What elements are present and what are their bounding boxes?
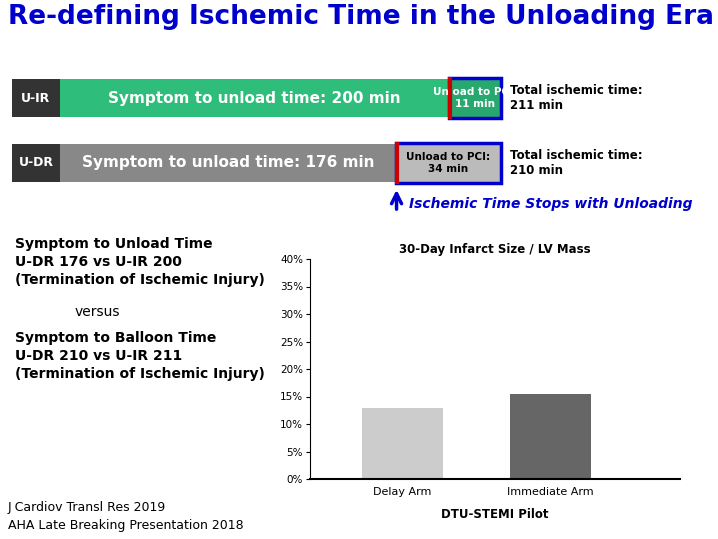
Title: 30-Day Infarct Size / LV Mass: 30-Day Infarct Size / LV Mass bbox=[399, 244, 591, 257]
Bar bbox=[60, 79, 449, 117]
Text: Ischemic Time Stops with Unloading: Ischemic Time Stops with Unloading bbox=[409, 197, 692, 211]
Text: AHA Late Breaking Presentation 2018: AHA Late Breaking Presentation 2018 bbox=[8, 519, 243, 532]
Bar bbox=[396, 143, 501, 183]
Text: (Termination of Ischemic Injury): (Termination of Ischemic Injury) bbox=[15, 367, 265, 381]
Text: U-IR: U-IR bbox=[22, 92, 51, 105]
Text: Unload to PCI:
34 min: Unload to PCI: 34 min bbox=[406, 152, 490, 174]
Bar bbox=[362, 407, 443, 479]
Text: J Cardiov Transl Res 2019: J Cardiov Transl Res 2019 bbox=[8, 501, 167, 514]
Bar bbox=[449, 78, 501, 118]
Bar bbox=[12, 144, 60, 182]
Bar bbox=[449, 79, 500, 117]
Text: (Termination of Ischemic Injury): (Termination of Ischemic Injury) bbox=[15, 273, 265, 287]
Text: Total ischemic time:
211 min: Total ischemic time: 211 min bbox=[510, 84, 643, 112]
Text: Symptom to Unload Time: Symptom to Unload Time bbox=[15, 237, 213, 251]
Text: U-DR 210 vs U-IR 211: U-DR 210 vs U-IR 211 bbox=[15, 349, 182, 363]
Text: Symptom to unload time: 176 min: Symptom to unload time: 176 min bbox=[82, 155, 375, 170]
Bar bbox=[60, 144, 396, 182]
Bar bbox=[396, 144, 500, 182]
Text: Unload to PCI:
11 min: Unload to PCI: 11 min bbox=[433, 87, 517, 109]
Text: Re-defining Ischemic Time in the Unloading Era: Re-defining Ischemic Time in the Unloadi… bbox=[8, 4, 714, 30]
Text: Total ischemic time:
210 min: Total ischemic time: 210 min bbox=[510, 149, 643, 177]
Text: Symptom to Balloon Time: Symptom to Balloon Time bbox=[15, 330, 216, 344]
Text: versus: versus bbox=[75, 306, 121, 320]
X-axis label: DTU-STEMI Pilot: DTU-STEMI Pilot bbox=[442, 508, 549, 521]
Bar bbox=[12, 79, 60, 117]
Text: Symptom to unload time: 200 min: Symptom to unload time: 200 min bbox=[108, 91, 401, 106]
Text: U-DR 176 vs U-IR 200: U-DR 176 vs U-IR 200 bbox=[15, 255, 182, 269]
Text: U-DR: U-DR bbox=[19, 156, 54, 169]
Bar bbox=[510, 394, 591, 479]
